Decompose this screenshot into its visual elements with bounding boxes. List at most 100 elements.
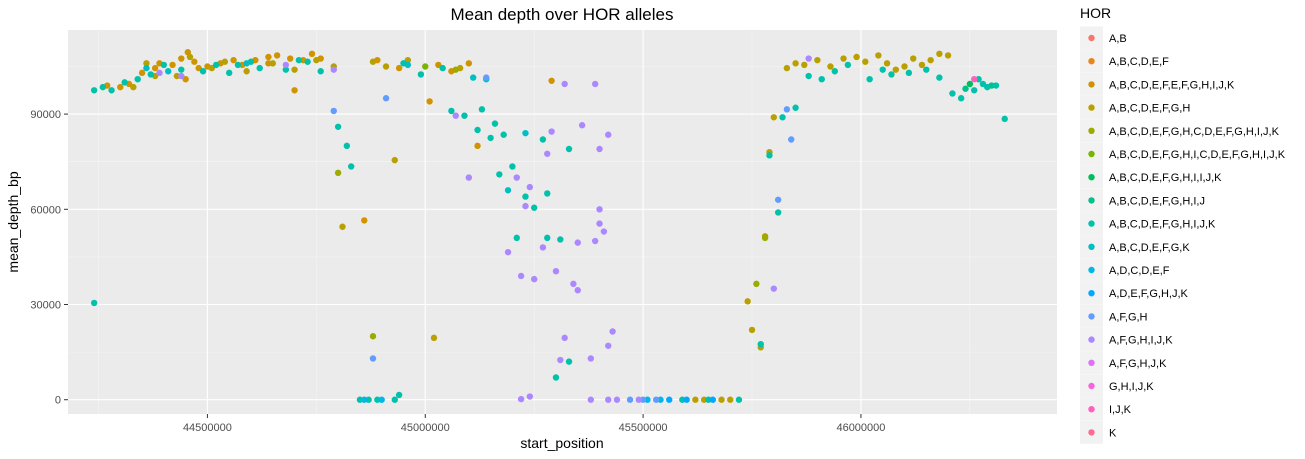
data-points bbox=[90, 49, 1008, 403]
data-point bbox=[814, 56, 821, 64]
legend-label: K bbox=[1109, 427, 1117, 439]
data-point bbox=[613, 396, 621, 403]
legend-label: A,F,G,H,J,K bbox=[1109, 358, 1167, 370]
data-point bbox=[805, 55, 812, 62]
data-point bbox=[308, 50, 316, 58]
legend-marker bbox=[1088, 406, 1095, 413]
data-point bbox=[626, 396, 634, 403]
data-point bbox=[361, 217, 368, 224]
data-point bbox=[147, 71, 154, 78]
data-point bbox=[596, 145, 603, 153]
data-point bbox=[234, 61, 242, 69]
y-tick-label: 60000 bbox=[30, 204, 61, 216]
legend-marker bbox=[1088, 34, 1095, 42]
data-point bbox=[491, 120, 499, 127]
legend-label: I,J,K bbox=[1109, 404, 1132, 416]
data-point bbox=[269, 60, 276, 67]
x-axis-ticks: 44500000 45000000 45500000 46000000 bbox=[183, 414, 885, 434]
legend-label: A,B,C,D,E,F,G,H,I,I,J,K bbox=[1109, 172, 1222, 184]
data-point bbox=[369, 58, 377, 65]
data-point bbox=[888, 71, 895, 78]
data-point bbox=[108, 87, 115, 94]
data-point bbox=[422, 63, 429, 70]
data-point bbox=[779, 114, 786, 121]
data-point bbox=[770, 285, 778, 292]
data-point bbox=[923, 66, 930, 73]
data-point bbox=[99, 83, 107, 91]
x-tick-label: 46000000 bbox=[836, 422, 885, 434]
data-point bbox=[840, 55, 847, 62]
legend-label: A,F,G,H,I,J,K bbox=[1109, 335, 1173, 347]
data-point bbox=[199, 68, 207, 75]
legend-marker bbox=[1088, 290, 1095, 297]
x-axis-title: start_position bbox=[520, 435, 603, 451]
data-point bbox=[347, 163, 355, 170]
y-tick-label: 0 bbox=[55, 395, 61, 407]
data-point bbox=[992, 82, 1000, 89]
data-point bbox=[304, 58, 311, 65]
data-point bbox=[557, 356, 564, 364]
legend-label: A,D,E,F,G,H,J,K bbox=[1109, 288, 1189, 300]
data-point bbox=[844, 61, 852, 69]
data-point bbox=[718, 396, 725, 403]
legend-label: A,B,C,D,E,F bbox=[1109, 56, 1169, 68]
data-point bbox=[291, 87, 298, 94]
legend-label: G,H,I,J,K bbox=[1109, 381, 1154, 393]
data-point bbox=[709, 396, 717, 403]
legend-label: A,B,C,D,E,F,G,H,C,D,E,F,G,H,I,J,K bbox=[1109, 126, 1280, 138]
data-point bbox=[635, 396, 642, 403]
data-point bbox=[487, 134, 494, 142]
data-point bbox=[143, 64, 150, 72]
data-point bbox=[853, 53, 860, 61]
data-point bbox=[609, 328, 616, 335]
data-point bbox=[827, 63, 834, 70]
data-point bbox=[783, 64, 791, 72]
data-point bbox=[382, 95, 390, 102]
data-point bbox=[178, 66, 185, 73]
data-point bbox=[169, 61, 176, 69]
data-point bbox=[727, 396, 734, 403]
data-point bbox=[735, 396, 743, 403]
data-point bbox=[591, 237, 599, 245]
data-point bbox=[243, 60, 250, 67]
data-point bbox=[883, 60, 891, 67]
data-point bbox=[761, 234, 769, 242]
data-point bbox=[984, 83, 991, 91]
legend-label: A,B,C,D,E,F,G,K bbox=[1109, 242, 1190, 254]
data-point bbox=[517, 395, 525, 403]
data-point bbox=[282, 66, 290, 73]
data-point bbox=[561, 334, 568, 342]
legend-marker bbox=[1088, 359, 1095, 366]
data-point bbox=[971, 75, 978, 83]
data-point bbox=[879, 66, 886, 73]
legend-label: A,B,C,D,E,F,G,H,I,C,D,E,F,G,H,I,J,K bbox=[1109, 149, 1286, 161]
data-point bbox=[949, 90, 956, 97]
data-point bbox=[317, 68, 324, 75]
data-point bbox=[522, 193, 529, 200]
data-point bbox=[770, 114, 778, 121]
legend-marker bbox=[1088, 429, 1095, 436]
legend-label: A,F,G,H bbox=[1109, 311, 1148, 323]
data-point bbox=[339, 223, 346, 230]
data-point bbox=[186, 53, 194, 61]
x-tick-label: 44500000 bbox=[183, 422, 232, 434]
data-point bbox=[361, 396, 368, 403]
data-point bbox=[605, 396, 612, 403]
data-point bbox=[783, 106, 791, 113]
legend-label: A,B,C,D,E,F,G,H bbox=[1109, 103, 1190, 115]
data-point bbox=[936, 74, 943, 81]
data-point bbox=[430, 334, 438, 342]
data-point bbox=[788, 136, 795, 143]
data-point bbox=[548, 128, 555, 135]
legend-marker bbox=[1088, 220, 1095, 227]
data-point bbox=[117, 83, 124, 91]
data-point bbox=[587, 355, 595, 362]
data-point bbox=[570, 280, 577, 288]
major-gridlines bbox=[68, 30, 1057, 414]
data-point bbox=[330, 66, 337, 73]
legend-marker bbox=[1088, 81, 1095, 88]
data-point bbox=[605, 342, 612, 349]
data-point bbox=[474, 126, 481, 134]
y-tick-label: 30000 bbox=[30, 300, 61, 312]
data-point bbox=[805, 72, 812, 80]
